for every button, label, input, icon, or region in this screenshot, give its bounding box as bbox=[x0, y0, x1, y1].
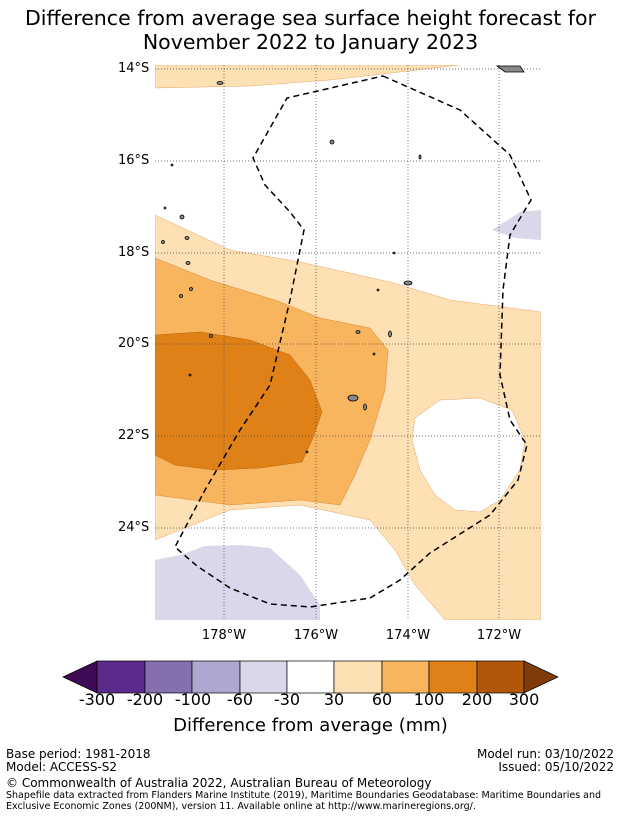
anomaly-negative-30-60-east bbox=[492, 210, 541, 240]
colorbar-segment bbox=[286, 660, 335, 694]
lon-label-178w: 178°W bbox=[201, 628, 247, 643]
model-run-date: Model run: 03/10/2022 bbox=[476, 747, 614, 761]
colorbar-tick: 100 bbox=[413, 690, 445, 709]
colorbar-segment bbox=[96, 660, 146, 694]
colorbar-segment bbox=[144, 660, 193, 694]
colorbar-upper-extension bbox=[523, 660, 559, 694]
lat-label-14s: 14°S bbox=[118, 61, 150, 76]
colorbar-tick: -60 bbox=[226, 690, 254, 709]
colorbar-title: Difference from average (mm) bbox=[173, 715, 448, 736]
lat-label-24s: 24°S bbox=[118, 520, 150, 535]
colorbar-tick: -30 bbox=[273, 690, 301, 709]
issued-date: Issued: 05/10/2022 bbox=[498, 760, 614, 774]
anomaly-negative-30-60-southwest bbox=[155, 545, 320, 620]
title-line-1: Difference from average sea surface heig… bbox=[25, 6, 596, 30]
lon-label-176w: 176°W bbox=[293, 628, 339, 643]
colorbar-lower-extension bbox=[62, 660, 98, 694]
title-line-2: November 2022 to January 2023 bbox=[142, 30, 479, 54]
colorbar-tick: 200 bbox=[461, 690, 493, 709]
colorbar-tick: -300 bbox=[78, 690, 116, 709]
map-area bbox=[155, 65, 541, 620]
shapefile-credit-line-1: Shapefile data extracted from Flanders M… bbox=[6, 790, 602, 801]
neutral-region bbox=[411, 397, 526, 513]
colorbar-segment bbox=[191, 660, 241, 694]
lat-label-18s: 18°S bbox=[118, 245, 150, 260]
colorbar-tick: -100 bbox=[174, 690, 212, 709]
colorbar-tick: 30 bbox=[323, 690, 345, 709]
base-period: Base period: 1981-2018 bbox=[6, 747, 151, 761]
lat-label-22s: 22°S bbox=[118, 428, 150, 443]
lat-label-16s: 16°S bbox=[118, 153, 150, 168]
eez-boundary bbox=[174, 75, 532, 608]
model-name: Model: ACCESS-S2 bbox=[6, 760, 118, 774]
shapefile-credit-line-2: Exclusive Economic Zones (200NM), versio… bbox=[6, 801, 476, 812]
gridlines bbox=[155, 65, 541, 620]
colorbar-tick: 300 bbox=[508, 690, 540, 709]
colorbar-tick: -200 bbox=[126, 690, 164, 709]
anomaly-100-200-region bbox=[155, 331, 323, 471]
colorbar-tick: 60 bbox=[371, 690, 393, 709]
colorbar-segment bbox=[333, 660, 383, 694]
lon-label-174w: 174°W bbox=[385, 628, 431, 643]
island-northeast bbox=[495, 65, 525, 73]
copyright-notice: © Commonwealth of Australia 2022, Austra… bbox=[6, 776, 432, 790]
colorbar-segment bbox=[476, 660, 525, 694]
anomaly-30-60-north-strip bbox=[155, 65, 461, 89]
islands bbox=[161, 65, 525, 454]
lon-label-172w: 172°W bbox=[476, 628, 522, 643]
colorbar-segment bbox=[381, 660, 430, 694]
lat-label-20s: 20°S bbox=[118, 336, 150, 351]
map-title: Difference from average sea surface heig… bbox=[0, 6, 621, 54]
colorbar-segment bbox=[239, 660, 288, 694]
colorbar bbox=[62, 660, 559, 694]
shapefile-credit: Shapefile data extracted from Flanders M… bbox=[6, 790, 606, 812]
colorbar-segment bbox=[428, 660, 478, 694]
